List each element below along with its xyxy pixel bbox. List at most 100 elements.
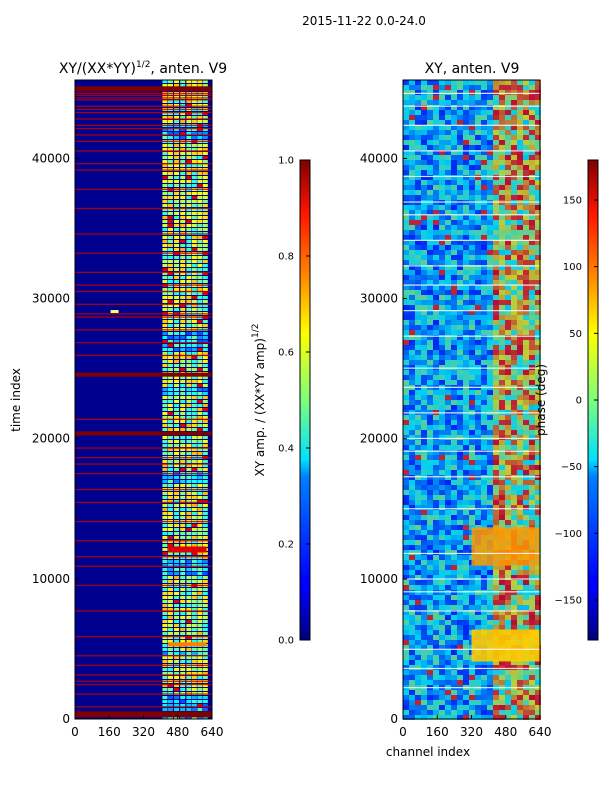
left-heatmap-cell bbox=[167, 104, 173, 107]
left-heatmap-cell bbox=[162, 704, 168, 707]
right-heatmap-cell bbox=[523, 150, 529, 155]
left-heatmap-cell bbox=[180, 612, 186, 615]
right-heatmap-cell bbox=[427, 500, 433, 505]
left-heatmap-cell bbox=[167, 392, 173, 395]
left-heatmap-cell bbox=[197, 440, 203, 443]
right-heatmap-cell bbox=[487, 500, 493, 505]
right-heatmap-cell bbox=[469, 580, 475, 585]
left-heatmap-cell bbox=[197, 332, 203, 335]
left-heatmap-cell bbox=[174, 180, 180, 183]
left-heatmap-cell bbox=[197, 648, 203, 651]
right-heatmap-cell bbox=[535, 255, 541, 260]
right-heatmap-cell bbox=[469, 620, 475, 625]
left-heatmap-cell bbox=[174, 608, 180, 611]
right-heatmap-cell bbox=[421, 710, 427, 715]
right-heatmap-cell bbox=[505, 495, 511, 500]
right-heatmap-cell bbox=[523, 680, 529, 685]
right-heatmap-cell bbox=[427, 480, 433, 485]
right-heatmap-cell bbox=[535, 120, 541, 125]
right-heatmap-cell bbox=[511, 700, 517, 705]
left-heatmap-cell bbox=[174, 476, 180, 479]
right-heatmap-cell bbox=[457, 225, 463, 230]
right-heatmap-cell bbox=[427, 470, 433, 475]
right-heatmap-cell bbox=[511, 625, 517, 630]
left-heatmap-cell bbox=[162, 564, 168, 567]
right-heatmap-cell bbox=[463, 305, 469, 310]
right-heatmap-cell bbox=[529, 215, 535, 220]
right-heatmap-cell bbox=[511, 375, 517, 380]
right-heatmap-cell bbox=[523, 90, 529, 95]
left-heatmap-cell bbox=[167, 128, 173, 131]
left-heatmap-cell bbox=[197, 640, 203, 643]
right-heatmap-cell bbox=[463, 85, 469, 90]
right-heatmap-cell bbox=[457, 465, 463, 470]
left-flag-row bbox=[75, 150, 212, 152]
right-heatmap-cell bbox=[487, 370, 493, 375]
right-heatmap-cell bbox=[505, 80, 511, 85]
right-heatmap-cell bbox=[415, 280, 421, 285]
right-heatmap-cell bbox=[493, 615, 499, 620]
right-heatmap-cell bbox=[481, 225, 487, 230]
right-heatmap-cell bbox=[409, 195, 415, 200]
left-flag-row bbox=[75, 233, 212, 235]
left-heatmap-cell bbox=[186, 460, 192, 463]
right-heatmap-cell bbox=[511, 715, 517, 720]
right-heatmap-cell bbox=[505, 260, 511, 265]
left-heatmap-cell bbox=[162, 640, 168, 643]
right-heatmap-cell bbox=[421, 305, 427, 310]
right-heatmap-cell bbox=[421, 645, 427, 650]
right-heatmap-cell bbox=[445, 485, 451, 490]
right-heatmap-cell bbox=[481, 605, 487, 610]
right-heatmap-cell bbox=[517, 570, 523, 575]
right-heatmap-cell bbox=[499, 690, 505, 695]
right-heatmap-cell bbox=[433, 310, 439, 315]
right-heatmap-cell bbox=[463, 530, 469, 535]
left-heatmap-cell bbox=[197, 704, 203, 707]
right-heatmap-cell bbox=[421, 285, 427, 290]
left-heatmap-cell bbox=[174, 164, 180, 167]
right-flag-row bbox=[403, 648, 540, 650]
left-heatmap-cell bbox=[191, 380, 197, 383]
left-heatmap-cell bbox=[202, 392, 208, 395]
right-heatmap-cell bbox=[439, 585, 445, 590]
right-heatmap-cell bbox=[403, 540, 409, 545]
right-heatmap-cell bbox=[463, 400, 469, 405]
left-heatmap-cell bbox=[167, 184, 173, 187]
left-heatmap-cell bbox=[180, 244, 186, 247]
right-heatmap-cell bbox=[535, 405, 541, 410]
left-heatmap-cell bbox=[167, 348, 173, 351]
left-heatmap-cell bbox=[180, 256, 186, 259]
right-heatmap-cell bbox=[451, 560, 457, 565]
right-heatmap-cell bbox=[427, 670, 433, 675]
right-heatmap-cell bbox=[511, 195, 517, 200]
right-heatmap-cell bbox=[505, 390, 511, 395]
left-heatmap-cell bbox=[167, 704, 173, 707]
right-heatmap-cell bbox=[487, 690, 493, 695]
right-heatmap-cell bbox=[427, 195, 433, 200]
right-heatmap-cell bbox=[433, 480, 439, 485]
right-heatmap-cell bbox=[415, 355, 421, 360]
right-heatmap-cell bbox=[421, 155, 427, 160]
right-heatmap-cell bbox=[439, 500, 445, 505]
left-heatmap-cell bbox=[167, 672, 173, 675]
right-heatmap-cell bbox=[427, 570, 433, 575]
right-heatmap-cell bbox=[529, 140, 535, 145]
left-heatmap-cell bbox=[186, 552, 192, 555]
right-heatmap-cell bbox=[409, 210, 415, 215]
right-heatmap-cell bbox=[499, 140, 505, 145]
left-heatmap-cell bbox=[202, 672, 208, 675]
left-heatmap-cell bbox=[180, 332, 186, 335]
left-heatmap-cell bbox=[174, 80, 180, 83]
right-heatmap-cell bbox=[493, 330, 499, 335]
right-heatmap-cell bbox=[403, 395, 409, 400]
right-heatmap-cell bbox=[481, 210, 487, 215]
right-heatmap-cell bbox=[421, 350, 427, 355]
right-heatmap-cell bbox=[451, 225, 457, 230]
right-heatmap-cell bbox=[427, 95, 433, 100]
left-heatmap-cell bbox=[180, 348, 186, 351]
left-heatmap-cell bbox=[162, 332, 168, 335]
right-heatmap-cell bbox=[535, 425, 541, 430]
left-heatmap-cell bbox=[186, 688, 192, 691]
left-heatmap-cell bbox=[174, 272, 180, 275]
right-heatmap-cell bbox=[457, 345, 463, 350]
